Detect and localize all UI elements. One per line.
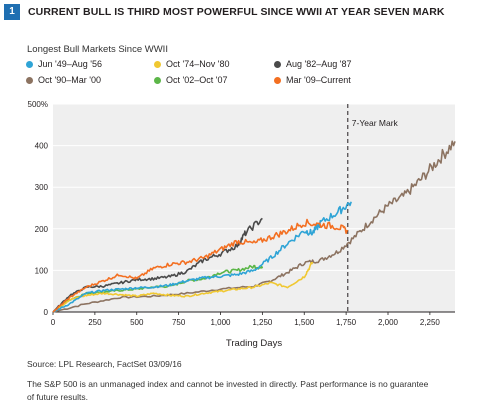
series-line	[52, 218, 348, 313]
legend-item: Oct '90–Mar '00	[26, 75, 101, 85]
legend-item: Mar '09–Current	[274, 75, 351, 85]
x-tick-label: 2,250	[420, 318, 441, 327]
legend-item: Oct '02–Oct '07	[154, 75, 227, 85]
legend-label: Aug '82–Aug '87	[286, 59, 352, 69]
legend-swatch	[274, 76, 281, 84]
x-tick-label: 0	[51, 318, 56, 327]
legend-item: Jun '49–Aug '56	[26, 59, 102, 69]
x-tick-label: 1,000	[210, 318, 231, 327]
disclaimer-line-1: The S&P 500 is an unmanaged index and ca…	[27, 379, 429, 389]
y-tick-label: 500%	[28, 100, 48, 109]
y-tick-label: 200	[35, 225, 49, 234]
x-axis-title: Trading Days	[226, 338, 282, 349]
chart-subtitle: Longest Bull Markets Since WWII	[27, 44, 168, 55]
legend-swatch	[154, 76, 161, 84]
y-tick-label: 400	[35, 142, 49, 151]
x-tick-label: 1,500	[294, 318, 315, 327]
x-tick-label: 500	[130, 318, 144, 327]
x-tick-label: 250	[88, 318, 102, 327]
disclaimer-line-2: of future results.	[27, 392, 88, 402]
y-tick-label: 300	[35, 183, 49, 192]
chart-title: CURRENT BULL IS THIRD MOST POWERFUL SINC…	[28, 6, 445, 18]
series-line	[52, 201, 352, 313]
y-tick-label: 100	[35, 266, 49, 275]
legend-label: Mar '09–Current	[286, 75, 351, 85]
series-line	[52, 261, 314, 313]
source-note: Source: LPL Research, FactSet 03/09/16	[27, 359, 182, 369]
legend-item: Aug '82–Aug '87	[274, 59, 352, 69]
y-tick-label: 0	[44, 308, 49, 317]
legend-swatch	[274, 60, 281, 68]
legend-item: Oct '74–Nov '80	[154, 59, 229, 69]
figure-number: 1	[4, 4, 20, 20]
x-tick-label: 2,000	[378, 318, 399, 327]
x-tick-label: 1,750	[336, 318, 357, 327]
legend-label: Oct '90–Mar '00	[38, 75, 101, 85]
x-tick-label: 1,250	[252, 318, 273, 327]
plot-area	[53, 104, 455, 312]
legend-swatch	[154, 60, 161, 68]
legend-label: Oct '02–Oct '07	[166, 75, 228, 85]
legend-swatch	[26, 76, 33, 84]
legend-label: Oct '74–Nov '80	[166, 59, 230, 69]
legend-label: Jun '49–Aug '56	[38, 59, 102, 69]
series-line	[52, 140, 456, 313]
legend-swatch	[26, 60, 33, 68]
x-tick-label: 750	[172, 318, 186, 327]
seven-year-mark-label: 7-Year Mark	[352, 118, 399, 128]
